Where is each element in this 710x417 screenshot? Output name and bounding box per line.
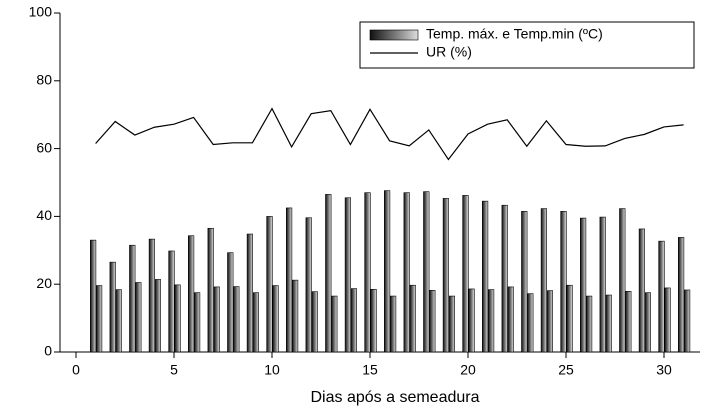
legend-label: Temp. máx. e Temp.min (ºC) [426, 26, 603, 42]
bar [168, 250, 175, 353]
bar [109, 261, 116, 353]
y-tick-label: 60 [36, 139, 52, 155]
bar [370, 288, 377, 353]
bar [325, 194, 332, 353]
bar [115, 289, 122, 353]
bar [638, 228, 645, 353]
bar [403, 192, 410, 353]
bar [579, 217, 587, 353]
line [95, 107, 684, 161]
bar [644, 292, 651, 353]
bar [527, 293, 534, 353]
x-tick-label: 25 [558, 362, 574, 378]
bar [448, 295, 456, 353]
legend-label: UR (%) [426, 44, 472, 60]
x-tick-label: 20 [460, 362, 476, 378]
bar [481, 200, 489, 353]
x-tick-label: 15 [362, 362, 378, 378]
bar [344, 197, 352, 353]
bar [233, 286, 240, 353]
bar [350, 288, 358, 353]
y-tick-label: 40 [36, 207, 52, 223]
bar [585, 295, 593, 353]
x-tick-label: 5 [170, 362, 178, 378]
bar [383, 190, 391, 353]
bar [409, 284, 416, 353]
bar [599, 216, 606, 353]
bar [246, 233, 254, 353]
bar [658, 240, 665, 353]
bar [468, 288, 475, 353]
x-tick-label: 10 [264, 362, 280, 378]
bar [619, 208, 626, 353]
bar [154, 279, 162, 353]
bar [213, 286, 220, 353]
bar [462, 195, 469, 353]
bar [364, 192, 371, 353]
bar [252, 292, 260, 353]
bar [442, 198, 450, 353]
bar [266, 216, 273, 353]
bar [272, 285, 279, 353]
legend-box [359, 21, 695, 69]
bar [331, 295, 338, 353]
bar [389, 295, 397, 353]
bar [188, 235, 195, 353]
bar [90, 239, 97, 353]
y-tick-label: 20 [36, 275, 52, 291]
bar [423, 191, 430, 353]
bar [227, 252, 234, 353]
bar [291, 279, 299, 353]
bar [507, 286, 514, 353]
bar [207, 227, 214, 353]
bar [677, 237, 685, 353]
bar [487, 289, 495, 353]
bar [305, 217, 312, 353]
y-tick-label: 100 [29, 4, 53, 20]
y-tick-label: 0 [44, 343, 52, 359]
bar [521, 211, 528, 353]
bar [285, 207, 293, 353]
bar [429, 290, 436, 353]
bar [194, 292, 201, 353]
bar [566, 284, 573, 353]
bar [560, 211, 567, 353]
y-tick-label: 80 [36, 72, 52, 88]
x-tick-label: 0 [72, 362, 80, 378]
bar [605, 294, 612, 353]
bar [96, 285, 103, 353]
bar [546, 290, 553, 353]
bar [129, 244, 136, 353]
x-tick-label: 30 [656, 362, 672, 378]
bar [311, 291, 318, 353]
bar [135, 282, 142, 353]
bar [148, 238, 156, 353]
x-axis-label: Dias após a semeadura [311, 389, 480, 406]
bar [683, 289, 691, 353]
bar [174, 284, 181, 353]
bar [625, 291, 632, 353]
bar [540, 208, 547, 353]
legend-swatch [369, 29, 419, 41]
bar [664, 287, 671, 353]
bar [501, 204, 508, 353]
